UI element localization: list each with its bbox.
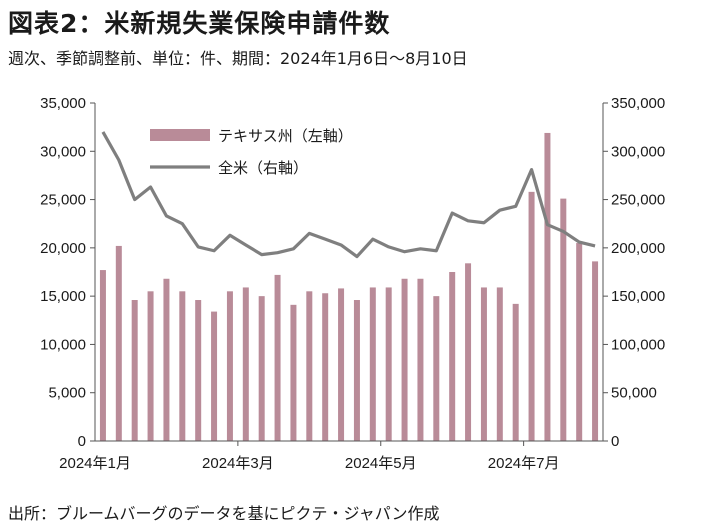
x-tick-label-3: 2024年7月: [488, 455, 560, 472]
bar-18: [385, 287, 392, 441]
bar-29: [560, 198, 567, 441]
y-left-tick-label-1: 5,000: [48, 385, 86, 402]
y-right-tick-label-7: 350,000: [611, 95, 665, 112]
y-right-tick-label-6: 300,000: [611, 143, 665, 160]
y-left-tick-label-6: 30,000: [40, 143, 86, 160]
bar-31: [592, 261, 599, 441]
bar-21: [433, 296, 440, 441]
bar-20: [417, 278, 424, 441]
source-note: 出所：ブルームバーグのデータを基にピクテ・ジャパン作成: [8, 504, 440, 523]
bar-8: [226, 291, 233, 441]
bar-7: [211, 311, 218, 441]
bar-14: [322, 293, 329, 441]
bar-1: [115, 245, 122, 441]
bar-3: [147, 291, 154, 441]
bar-10: [258, 296, 265, 441]
bar-13: [306, 291, 313, 441]
y-left-tick-label-7: 35,000: [40, 95, 86, 112]
legend: テキサス州（左軸） 全米（右軸）: [150, 127, 353, 177]
bar-23: [465, 263, 472, 441]
page-title: 図表2：米新規失業保険申請件数: [8, 9, 391, 38]
bar-5: [179, 291, 186, 441]
bar-15: [338, 288, 345, 441]
bar-30: [576, 243, 583, 441]
bar-2: [131, 300, 138, 441]
chart-subtitle: 週次、季節調整前、単位：件、期間：2024年1月6日～8月10日: [8, 49, 468, 68]
y-right-tick-label-0: 0: [611, 433, 619, 450]
axes: [90, 102, 608, 446]
line-series-us: [101, 131, 596, 259]
y-left-tick-label-4: 20,000: [40, 240, 86, 257]
x-tick-label-2: 2024年5月: [345, 455, 417, 472]
bar-17: [369, 287, 376, 441]
bar-28: [544, 132, 551, 441]
bar-0: [99, 270, 106, 441]
bar-4: [163, 278, 170, 441]
bar-11: [274, 274, 281, 441]
bar-19: [401, 278, 408, 441]
y-right-tick-label-5: 250,000: [611, 192, 665, 209]
bar-series-texas: [99, 132, 599, 441]
bar-22: [449, 272, 456, 441]
legend-label-us: 全米（右軸）: [218, 159, 308, 177]
bar-9: [242, 287, 249, 441]
bar-16: [353, 300, 360, 441]
legend-swatch-texas: [150, 129, 210, 141]
y-right-tick-label-2: 100,000: [611, 336, 665, 353]
bar-25: [496, 287, 503, 441]
bar-24: [480, 287, 487, 441]
y-left-tick-label-3: 15,000: [40, 288, 86, 305]
x-tick-label-1: 2024年3月: [202, 455, 274, 472]
y-left-tick-label-2: 10,000: [40, 336, 86, 353]
bar-6: [195, 300, 202, 441]
legend-label-texas: テキサス州（左軸）: [218, 127, 353, 145]
line-us: [101, 131, 596, 259]
tick-labels: 0 5,000 10,000 15,000 20,000 25,000 30,000 35,0…: [40, 95, 665, 472]
y-left-tick-label-0: 0: [78, 433, 86, 450]
x-tick-label-0: 2024年1月: [59, 455, 131, 472]
y-right-tick-label-4: 200,000: [611, 240, 665, 257]
y-right-tick-label-1: 50,000: [611, 385, 657, 402]
bar-26: [512, 303, 519, 441]
y-right-tick-label-3: 150,000: [611, 288, 665, 305]
bar-12: [290, 304, 297, 441]
bar-27: [528, 191, 535, 441]
y-left-tick-label-5: 25,000: [40, 192, 86, 209]
